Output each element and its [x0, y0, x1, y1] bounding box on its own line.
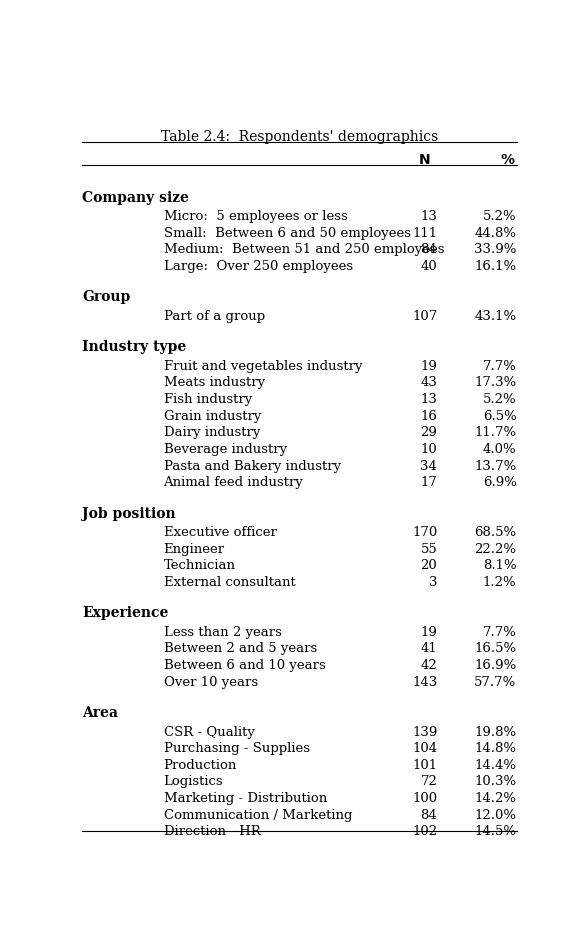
- Text: 5.2%: 5.2%: [483, 210, 516, 223]
- Text: 111: 111: [412, 227, 437, 240]
- Text: 12.0%: 12.0%: [475, 809, 516, 821]
- Text: 13: 13: [420, 210, 437, 223]
- Text: 14.5%: 14.5%: [475, 825, 516, 838]
- Text: 19.8%: 19.8%: [474, 725, 516, 738]
- Text: 72: 72: [420, 776, 437, 789]
- Text: 17.3%: 17.3%: [474, 377, 516, 390]
- Text: 170: 170: [412, 526, 437, 539]
- Text: Direction - HR: Direction - HR: [164, 825, 260, 838]
- Text: $\mathbf{\%}$: $\mathbf{\%}$: [500, 153, 515, 167]
- Text: Executive officer: Executive officer: [164, 526, 276, 539]
- Text: 6.5%: 6.5%: [483, 410, 516, 423]
- Text: Animal feed industry: Animal feed industry: [164, 476, 304, 489]
- Text: 22.2%: 22.2%: [475, 543, 516, 556]
- Text: Fish industry: Fish industry: [164, 393, 252, 406]
- Text: Medium:  Between 51 and 250 employees: Medium: Between 51 and 250 employees: [164, 244, 444, 257]
- Text: 102: 102: [412, 825, 437, 838]
- Text: 14.2%: 14.2%: [475, 792, 516, 805]
- Text: Communication / Marketing: Communication / Marketing: [164, 809, 352, 821]
- Text: Small:  Between 6 and 50 employees: Small: Between 6 and 50 employees: [164, 227, 411, 240]
- Text: Dairy industry: Dairy industry: [164, 426, 260, 439]
- Text: 14.4%: 14.4%: [475, 759, 516, 772]
- Text: 55: 55: [420, 543, 437, 556]
- Text: 16.1%: 16.1%: [474, 260, 516, 273]
- Text: 8.1%: 8.1%: [483, 559, 516, 572]
- Text: Purchasing - Supplies: Purchasing - Supplies: [164, 742, 310, 755]
- Text: 20: 20: [420, 559, 437, 572]
- Text: 84: 84: [420, 244, 437, 257]
- Text: 42: 42: [420, 659, 437, 672]
- Text: Job position: Job position: [82, 507, 176, 521]
- Text: 14.8%: 14.8%: [475, 742, 516, 755]
- Text: 4.0%: 4.0%: [483, 443, 516, 456]
- Text: Production: Production: [164, 759, 237, 772]
- Text: Large:  Over 250 employees: Large: Over 250 employees: [164, 260, 353, 273]
- Text: 104: 104: [412, 742, 437, 755]
- Text: 10: 10: [420, 443, 437, 456]
- Text: Experience: Experience: [82, 606, 168, 620]
- Text: 5.2%: 5.2%: [483, 393, 516, 406]
- Text: Over 10 years: Over 10 years: [164, 676, 258, 689]
- Text: 16: 16: [420, 410, 437, 423]
- Text: 19: 19: [420, 360, 437, 373]
- Text: $\mathbf{N}$: $\mathbf{N}$: [418, 153, 430, 167]
- Text: 33.9%: 33.9%: [474, 244, 516, 257]
- Text: 16.9%: 16.9%: [474, 659, 516, 672]
- Text: Area: Area: [82, 706, 118, 720]
- Text: Engineer: Engineer: [164, 543, 225, 556]
- Text: 100: 100: [412, 792, 437, 805]
- Text: 139: 139: [412, 725, 437, 738]
- Text: 44.8%: 44.8%: [475, 227, 516, 240]
- Text: 6.9%: 6.9%: [482, 476, 516, 489]
- Text: 57.7%: 57.7%: [474, 676, 516, 689]
- Text: Group: Group: [82, 290, 130, 304]
- Text: Less than 2 years: Less than 2 years: [164, 626, 281, 639]
- Text: 11.7%: 11.7%: [474, 426, 516, 439]
- Text: 7.7%: 7.7%: [482, 626, 516, 639]
- Text: CSR - Quality: CSR - Quality: [164, 725, 255, 738]
- Text: 16.5%: 16.5%: [474, 643, 516, 656]
- Text: Technician: Technician: [164, 559, 235, 572]
- Text: Fruit and vegetables industry: Fruit and vegetables industry: [164, 360, 362, 373]
- Text: 29: 29: [420, 426, 437, 439]
- Text: 17: 17: [420, 476, 437, 489]
- Text: Micro:  5 employees or less: Micro: 5 employees or less: [164, 210, 347, 223]
- Text: Grain industry: Grain industry: [164, 410, 261, 423]
- Text: 13: 13: [420, 393, 437, 406]
- Text: 68.5%: 68.5%: [474, 526, 516, 539]
- Text: 13.7%: 13.7%: [474, 459, 516, 472]
- Text: Table 2.4:  Respondents' demographics: Table 2.4: Respondents' demographics: [161, 129, 438, 143]
- Text: 3: 3: [429, 576, 437, 589]
- Text: Between 2 and 5 years: Between 2 and 5 years: [164, 643, 317, 656]
- Text: 107: 107: [412, 310, 437, 323]
- Text: 143: 143: [412, 676, 437, 689]
- Text: 84: 84: [420, 809, 437, 821]
- Text: 1.2%: 1.2%: [483, 576, 516, 589]
- Text: 43: 43: [420, 377, 437, 390]
- Text: External consultant: External consultant: [164, 576, 296, 589]
- Text: 7.7%: 7.7%: [482, 360, 516, 373]
- Text: Between 6 and 10 years: Between 6 and 10 years: [164, 659, 325, 672]
- Text: Logistics: Logistics: [164, 776, 223, 789]
- Text: 34: 34: [420, 459, 437, 472]
- Text: Industry type: Industry type: [82, 340, 186, 354]
- Text: 19: 19: [420, 626, 437, 639]
- Text: 41: 41: [420, 643, 437, 656]
- Text: 40: 40: [420, 260, 437, 273]
- Text: Beverage industry: Beverage industry: [164, 443, 287, 456]
- Text: Marketing - Distribution: Marketing - Distribution: [164, 792, 327, 805]
- Text: Meats industry: Meats industry: [164, 377, 265, 390]
- Text: Company size: Company size: [82, 191, 189, 205]
- Text: Pasta and Bakery industry: Pasta and Bakery industry: [164, 459, 340, 472]
- Text: 43.1%: 43.1%: [474, 310, 516, 323]
- Text: 10.3%: 10.3%: [474, 776, 516, 789]
- Text: 101: 101: [412, 759, 437, 772]
- Text: Part of a group: Part of a group: [164, 310, 265, 323]
